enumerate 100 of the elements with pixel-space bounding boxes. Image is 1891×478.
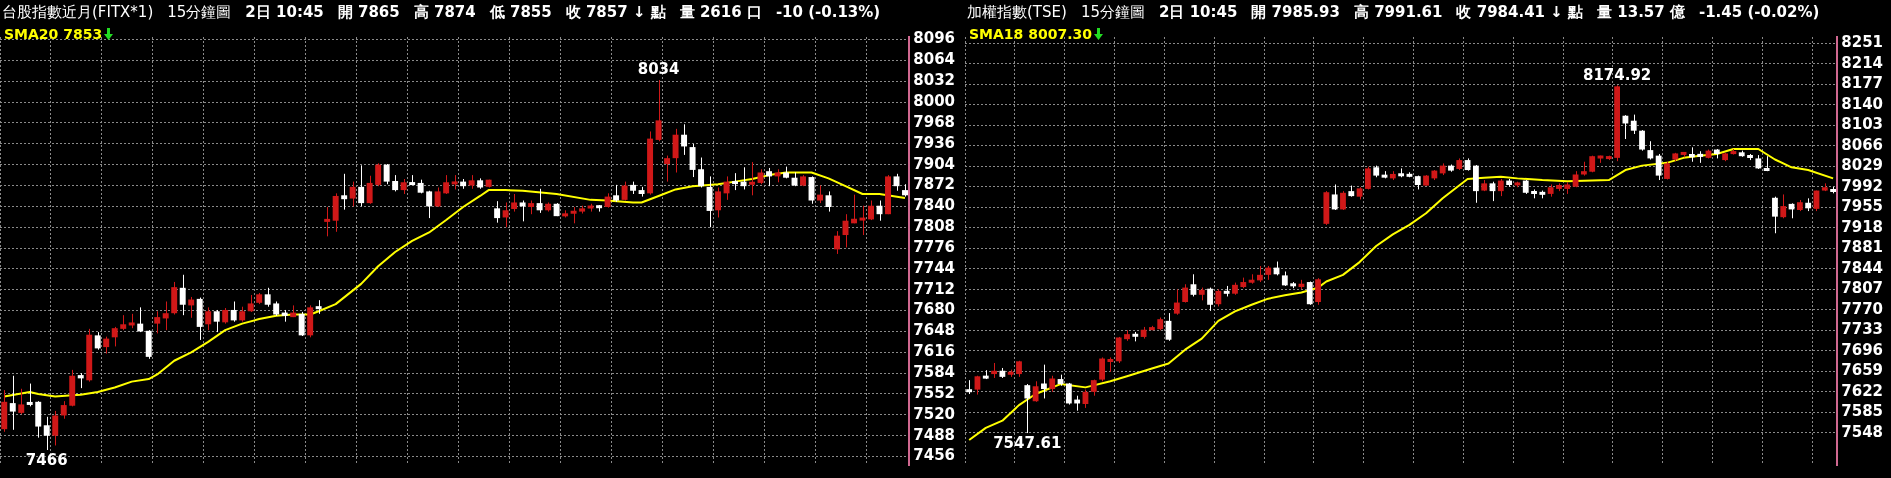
text: 量 2616 口 <box>679 2 762 22</box>
candlestick <box>1041 364 1047 399</box>
y-tick-label: 8096 <box>913 29 955 48</box>
candlestick <box>264 287 271 308</box>
y-tick-label: 7585 <box>1841 402 1883 421</box>
text: 高 7874 <box>413 2 476 22</box>
text: 收 7984.41 ↓ 點 <box>1456 2 1584 22</box>
candlestick <box>9 375 16 431</box>
y-tick-label: 7936 <box>913 133 955 152</box>
candlestick <box>366 175 373 205</box>
y-tick-label: 8214 <box>1841 53 1883 72</box>
y-tick-label: 8064 <box>913 50 955 69</box>
text: 開 7865 <box>337 2 400 22</box>
y-tick-label: 8103 <box>1841 115 1883 134</box>
candlestick <box>154 310 161 334</box>
candlestick <box>1340 190 1346 211</box>
y-tick-label: 7520 <box>913 404 955 423</box>
y-tick-label: 7872 <box>913 175 955 194</box>
candlestick <box>213 309 220 333</box>
text: SMA20 7853 <box>4 26 104 42</box>
y-tick-label: 7844 <box>1841 258 1883 277</box>
y-tick-label: 8000 <box>913 92 955 111</box>
candlestick <box>324 206 331 237</box>
candlestick <box>502 201 509 228</box>
candlestick <box>536 188 543 214</box>
candlestick <box>681 123 688 156</box>
annotation: 8034 <box>637 60 680 79</box>
candlestick <box>443 174 450 195</box>
candlestick <box>1115 336 1122 364</box>
candlestick <box>1173 288 1180 316</box>
candlestick <box>749 161 756 196</box>
y-tick-label: 7659 <box>1841 361 1883 380</box>
candlestick <box>1772 196 1778 234</box>
candlestick <box>655 79 662 142</box>
y-tick-label: 7955 <box>1841 197 1883 216</box>
candlestick <box>1647 140 1654 161</box>
y-tick-label: 7904 <box>913 154 955 173</box>
candlestick <box>1065 382 1072 406</box>
y-tick-label: 7776 <box>913 237 955 256</box>
candlestick <box>230 300 237 323</box>
candlestick <box>426 190 433 219</box>
text: 量 13.57 億 <box>1597 2 1685 22</box>
candlestick <box>1780 193 1787 219</box>
y-tick-label: 7696 <box>1841 340 1883 359</box>
text: 高 7991.61 <box>1353 2 1443 22</box>
candlestick <box>43 416 50 451</box>
text: -10 (-0.13%) <box>775 3 881 21</box>
chart-title: 台股指數近月(FITX*1) <box>2 2 154 22</box>
y-tick-label: 7744 <box>913 258 955 277</box>
candlestick <box>298 311 305 337</box>
y-tick-label: 7616 <box>913 342 955 361</box>
candlestick <box>383 163 390 185</box>
chart-title: 加權指數(TSE) <box>967 2 1067 22</box>
candlestick <box>698 157 705 188</box>
text: -1.45 (-0.02%) <box>1698 3 1820 21</box>
candlestick <box>664 155 671 183</box>
y-tick-label: 7770 <box>1841 299 1883 318</box>
annotation: 8174.92 <box>1582 65 1652 84</box>
candlestick <box>1630 114 1637 135</box>
candlestick <box>1182 283 1189 304</box>
text: 低 7855 <box>489 2 552 22</box>
y-tick-label: 7807 <box>1841 279 1883 298</box>
text: 2日 10:45 <box>245 2 324 22</box>
y-tick-label: 8251 <box>1841 32 1883 51</box>
candlestick <box>1306 280 1313 306</box>
y-tick-label: 7992 <box>1841 176 1883 195</box>
y-tick-label: 7552 <box>913 383 955 402</box>
candlestick <box>179 274 186 316</box>
candlestick <box>766 167 773 187</box>
candlestick <box>715 186 722 218</box>
text: 收 7857 ↓ 點 <box>565 2 666 22</box>
y-tick-label: 8177 <box>1841 74 1883 93</box>
chart-subtitle: 15分鐘圖 <box>1080 2 1145 22</box>
candlestick <box>494 200 501 224</box>
candlestick <box>868 200 874 221</box>
candlestick <box>341 173 348 211</box>
y-tick-label: 8066 <box>1841 135 1883 154</box>
y-tick-label: 8029 <box>1841 156 1883 175</box>
annotation: 7466 <box>25 451 68 470</box>
y-tick-label: 7733 <box>1841 320 1883 339</box>
candlestick <box>111 326 118 347</box>
y-tick-label: 7840 <box>913 196 955 215</box>
y-tick-label: 7881 <box>1841 238 1883 257</box>
y-tick-label: 7712 <box>913 279 955 298</box>
candlestick <box>519 200 526 222</box>
candlestick <box>1032 380 1039 403</box>
candlestick <box>52 410 59 446</box>
candlestick <box>1315 277 1321 306</box>
candlestick <box>1639 129 1645 152</box>
text: 2日 10:45 <box>1158 2 1238 22</box>
candlestick <box>1655 153 1662 181</box>
y-tick-label: 7548 <box>1841 422 1883 441</box>
chart-subtitle: 15分鐘圖 <box>167 2 232 22</box>
candlestick <box>358 164 365 207</box>
candlestick <box>162 300 169 331</box>
y-tick-label: 7584 <box>913 363 955 382</box>
text: SMA18 8007.30 <box>969 26 1093 42</box>
y-tick-label: 7456 <box>913 446 955 465</box>
y-tick-label: 7622 <box>1841 381 1883 400</box>
candlestick <box>1099 356 1105 382</box>
